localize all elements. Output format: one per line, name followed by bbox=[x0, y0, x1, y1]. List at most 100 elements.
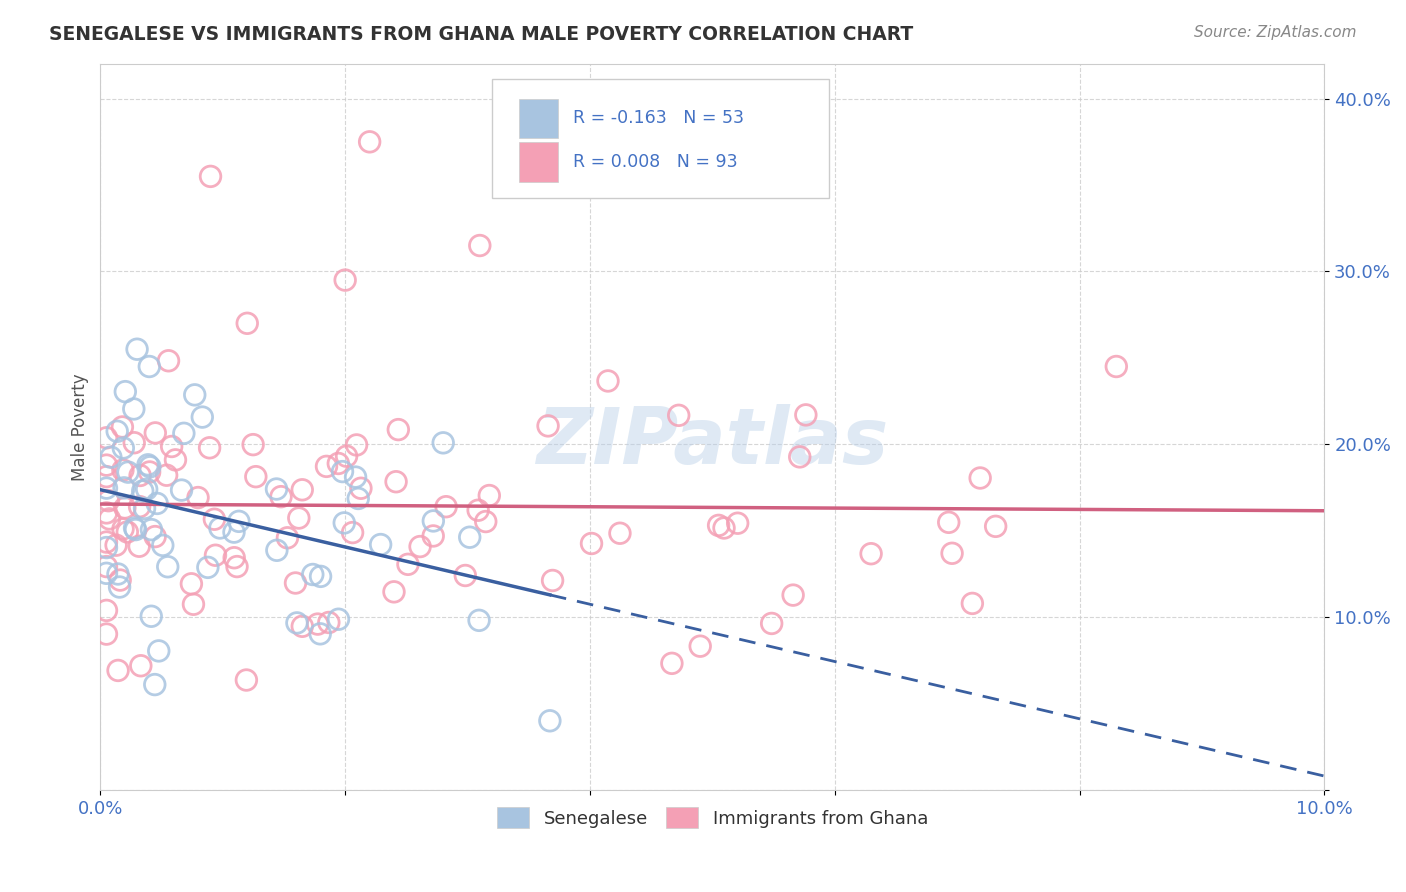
Y-axis label: Male Poverty: Male Poverty bbox=[72, 373, 89, 481]
Point bbox=[96, 506, 118, 520]
Point bbox=[333, 273, 356, 287]
Point bbox=[422, 514, 444, 528]
Point bbox=[333, 516, 356, 530]
Point bbox=[332, 465, 354, 479]
Point bbox=[173, 426, 195, 441]
Point bbox=[242, 437, 264, 451]
Point bbox=[96, 627, 118, 641]
Point bbox=[141, 609, 163, 624]
Point bbox=[111, 420, 134, 434]
Point bbox=[108, 573, 131, 587]
Bar bbox=[519, 142, 558, 182]
Point bbox=[112, 481, 135, 495]
Point bbox=[346, 438, 368, 452]
Point bbox=[1105, 359, 1128, 374]
Point bbox=[266, 543, 288, 558]
Point bbox=[860, 547, 883, 561]
Point bbox=[152, 538, 174, 552]
Point bbox=[97, 493, 120, 508]
Point bbox=[125, 342, 148, 356]
Text: R = 0.008   N = 93: R = 0.008 N = 93 bbox=[572, 153, 738, 171]
Point bbox=[661, 657, 683, 671]
Point bbox=[129, 658, 152, 673]
Point bbox=[96, 559, 118, 574]
Point bbox=[96, 535, 118, 549]
Point bbox=[180, 576, 202, 591]
Point bbox=[969, 471, 991, 485]
Point bbox=[187, 491, 209, 505]
Point bbox=[122, 435, 145, 450]
Point bbox=[138, 465, 160, 479]
Point bbox=[228, 514, 250, 528]
Point bbox=[112, 522, 135, 536]
Point bbox=[129, 468, 152, 483]
Point bbox=[409, 540, 432, 554]
Point bbox=[396, 558, 419, 572]
Point bbox=[309, 569, 332, 583]
Point bbox=[136, 458, 159, 472]
Point bbox=[96, 469, 118, 483]
Point bbox=[387, 423, 409, 437]
Point bbox=[98, 512, 121, 526]
Point bbox=[160, 440, 183, 454]
Text: Source: ZipAtlas.com: Source: ZipAtlas.com bbox=[1194, 25, 1357, 40]
Point bbox=[156, 468, 179, 483]
Point bbox=[107, 664, 129, 678]
Point bbox=[432, 435, 454, 450]
Point bbox=[478, 489, 501, 503]
Point bbox=[128, 500, 150, 514]
Point bbox=[96, 566, 118, 581]
Point bbox=[117, 524, 139, 539]
Point bbox=[105, 424, 128, 438]
Point bbox=[596, 374, 619, 388]
Point bbox=[235, 673, 257, 687]
Point bbox=[245, 469, 267, 483]
Point bbox=[328, 612, 350, 626]
Point bbox=[458, 530, 481, 544]
Point bbox=[270, 490, 292, 504]
Point bbox=[266, 482, 288, 496]
Point bbox=[347, 491, 370, 506]
Point bbox=[156, 559, 179, 574]
Point bbox=[124, 523, 146, 537]
Point bbox=[309, 627, 332, 641]
Point bbox=[96, 431, 118, 445]
Point bbox=[344, 470, 367, 484]
Point bbox=[537, 418, 560, 433]
Point bbox=[135, 482, 157, 496]
Point bbox=[96, 603, 118, 617]
Point bbox=[713, 521, 735, 535]
Point bbox=[170, 483, 193, 497]
Point bbox=[454, 568, 477, 582]
FancyBboxPatch shape bbox=[492, 78, 828, 198]
Point bbox=[707, 518, 730, 533]
Point bbox=[128, 539, 150, 553]
Point bbox=[276, 531, 298, 545]
Point bbox=[146, 496, 169, 510]
Point bbox=[117, 465, 139, 479]
Point bbox=[335, 449, 357, 463]
Point bbox=[318, 615, 340, 630]
Point bbox=[782, 588, 804, 602]
Point bbox=[132, 483, 155, 498]
Point bbox=[208, 521, 231, 535]
Point bbox=[96, 541, 118, 555]
Point bbox=[143, 677, 166, 691]
Point bbox=[114, 384, 136, 399]
Point bbox=[222, 525, 245, 540]
Point bbox=[100, 450, 122, 465]
Point bbox=[342, 525, 364, 540]
Point bbox=[157, 353, 180, 368]
Point bbox=[984, 519, 1007, 533]
Point bbox=[609, 526, 631, 541]
Point bbox=[581, 536, 603, 550]
Point bbox=[139, 459, 162, 474]
Point bbox=[538, 714, 561, 728]
Point bbox=[668, 409, 690, 423]
Point bbox=[434, 500, 457, 514]
Point bbox=[468, 613, 491, 627]
Point bbox=[134, 501, 156, 516]
Point bbox=[938, 516, 960, 530]
Point bbox=[385, 475, 408, 489]
Point bbox=[204, 548, 226, 562]
